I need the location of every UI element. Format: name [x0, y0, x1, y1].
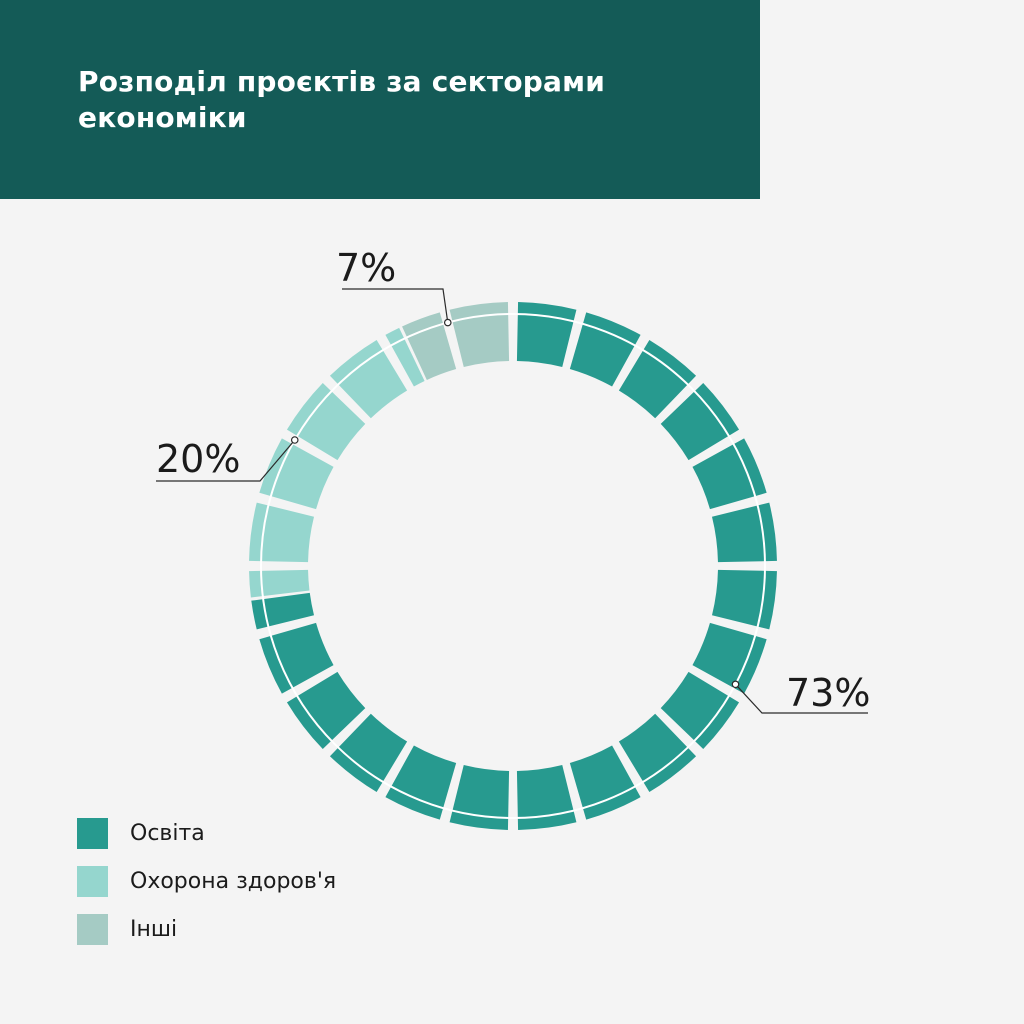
donut-segment-1	[249, 569, 310, 598]
data-label-2: 7%	[336, 246, 396, 290]
callout-dot-0	[731, 680, 740, 689]
donut-segment-0	[618, 713, 697, 793]
callout-line-1	[156, 439, 296, 482]
donut-inner-ring	[260, 313, 766, 819]
legend: Освіта Охорона здоров'я Інші	[77, 817, 337, 962]
callout-dot-2	[443, 318, 452, 327]
donut-segment-1	[259, 438, 334, 510]
donut-segment-0	[449, 764, 510, 830]
legend-swatch-health	[77, 865, 108, 897]
callout-dot-1	[290, 436, 299, 444]
legend-label-health: Охорона здоров'я	[130, 868, 337, 894]
callout-line-2	[342, 288, 449, 323]
callout-line-0	[735, 683, 868, 714]
donut-segment-0	[711, 502, 777, 563]
donut-segment-1	[329, 339, 408, 419]
chart-title: Розподіл проєктів за секторами економіки	[78, 65, 606, 134]
donut-segment-0	[251, 592, 315, 630]
donut-segment-0	[711, 569, 777, 630]
donut-segment-0	[329, 713, 408, 793]
donut-segment-0	[516, 302, 577, 368]
donut-segment-0	[692, 438, 767, 510]
donut-segment-0	[569, 312, 641, 387]
legend-swatch-education	[77, 817, 108, 849]
donut-segment-0	[286, 671, 366, 750]
donut-segment-2	[402, 312, 457, 380]
legend-label-education: Освіта	[130, 820, 205, 846]
donut-segment-0	[516, 764, 577, 830]
data-label-0: 73%	[786, 671, 870, 715]
donut-segment-2	[449, 302, 510, 368]
donut-segment-1	[286, 382, 366, 461]
donut-segment-0	[618, 339, 697, 419]
legend-item-health: Охорона здоров'я	[77, 865, 337, 897]
header-banner: Розподіл проєктів за секторами економіки	[0, 0, 760, 199]
donut-segment-0	[569, 745, 641, 820]
donut-segment-0	[660, 382, 740, 461]
data-label-1: 20%	[156, 437, 240, 481]
donut-segment-0	[385, 745, 457, 820]
donut-segment-0	[660, 671, 740, 750]
legend-label-other: Інші	[130, 916, 178, 942]
legend-item-education: Освіта	[77, 817, 336, 849]
donut-segment-0	[692, 622, 767, 694]
donut-segment-1	[249, 502, 315, 563]
legend-item-other: Інші	[77, 913, 336, 945]
donut-segment-0	[259, 622, 334, 694]
legend-swatch-other	[77, 913, 108, 945]
